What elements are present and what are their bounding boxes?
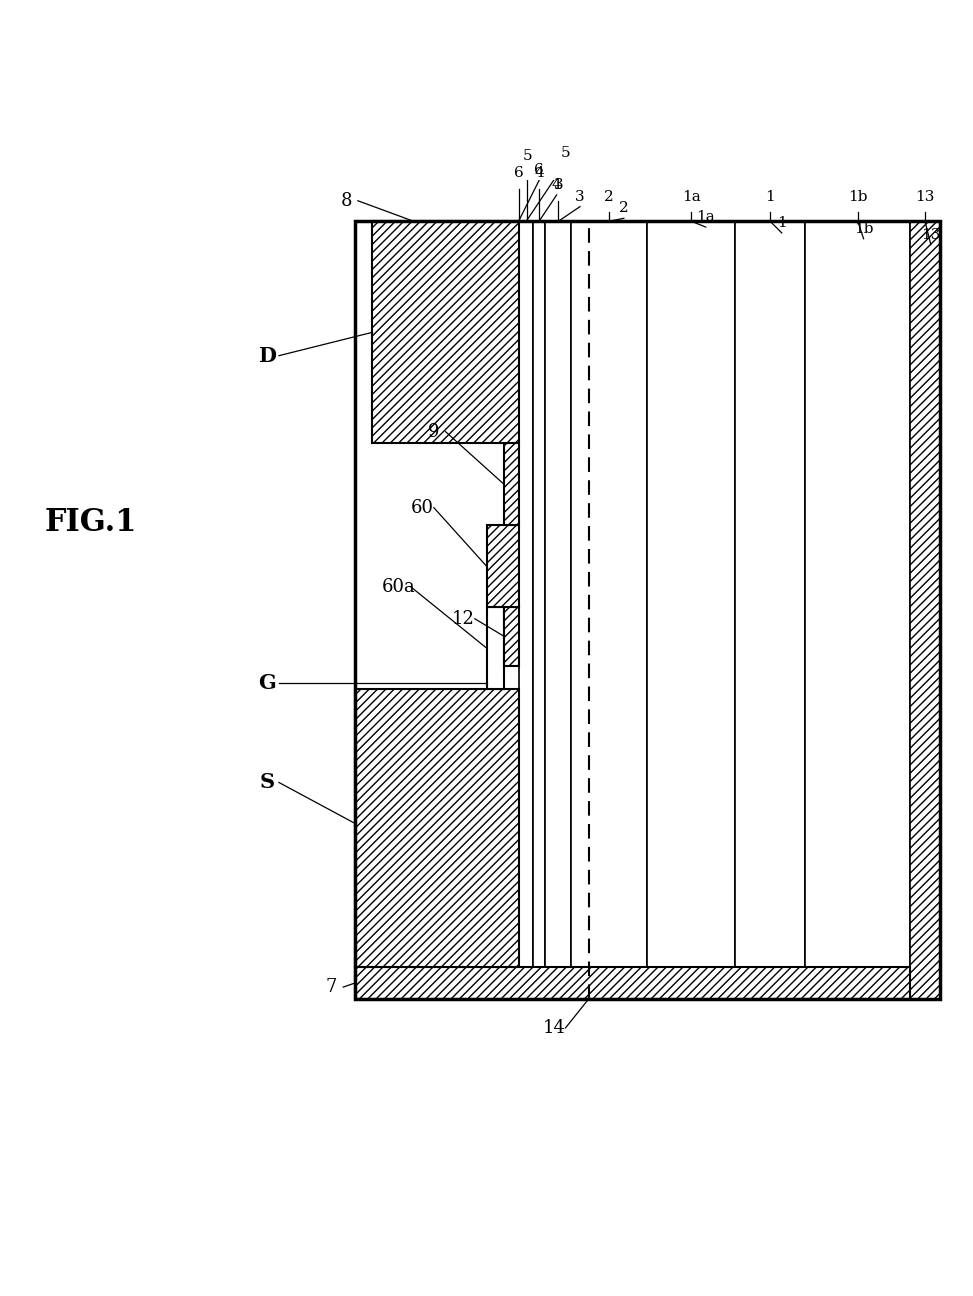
Bar: [504, 443, 519, 525]
Text: 14: 14: [542, 1019, 565, 1037]
Bar: [571, 222, 647, 999]
Text: 4: 4: [552, 178, 561, 192]
Text: 5: 5: [560, 146, 570, 159]
Text: 1: 1: [765, 189, 775, 203]
Bar: [805, 222, 911, 999]
Text: D: D: [258, 346, 276, 365]
Text: 1a: 1a: [682, 189, 701, 203]
Text: 7: 7: [326, 978, 338, 997]
Text: 9: 9: [428, 422, 440, 441]
Bar: [735, 222, 805, 999]
Text: 3: 3: [554, 178, 563, 192]
Text: 1b: 1b: [854, 222, 874, 236]
Text: FIG.1: FIG.1: [45, 507, 137, 538]
Text: 5: 5: [523, 149, 532, 163]
Text: G: G: [259, 673, 276, 693]
Bar: [647, 222, 735, 999]
Text: 4: 4: [534, 166, 544, 180]
Text: 3: 3: [575, 189, 585, 203]
Bar: [519, 222, 533, 999]
Bar: [355, 689, 519, 967]
Bar: [486, 607, 504, 689]
Bar: [533, 222, 545, 999]
Bar: [355, 222, 940, 999]
Text: 6: 6: [534, 163, 544, 178]
Text: 60: 60: [411, 499, 434, 517]
Bar: [355, 967, 911, 999]
Text: 8: 8: [341, 192, 352, 210]
Bar: [373, 222, 519, 443]
Text: 2: 2: [604, 189, 614, 203]
Text: 13: 13: [916, 189, 935, 203]
Bar: [545, 222, 571, 999]
Bar: [486, 525, 519, 607]
Bar: [911, 222, 940, 999]
Text: 13: 13: [921, 228, 941, 241]
Text: 6: 6: [514, 166, 523, 180]
Bar: [504, 607, 519, 666]
Text: S: S: [260, 772, 274, 792]
Text: 1: 1: [776, 216, 786, 229]
Text: 12: 12: [451, 609, 475, 627]
Text: 60a: 60a: [382, 578, 415, 596]
Text: 1a: 1a: [697, 210, 715, 224]
Text: 1b: 1b: [848, 189, 868, 203]
Text: 2: 2: [619, 201, 629, 215]
